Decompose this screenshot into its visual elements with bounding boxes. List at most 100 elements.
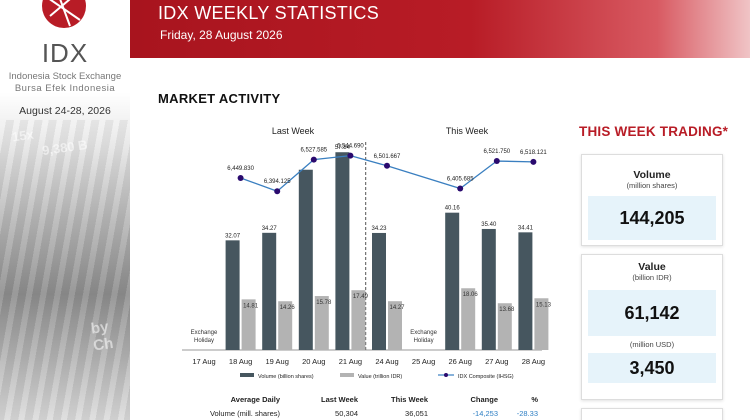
volume-bar (445, 212, 460, 350)
x-tick-label: 18 Aug (229, 357, 252, 366)
volume-card: Volume (million shares) 144,205 (581, 154, 723, 246)
volume-value: 144,205 (588, 196, 716, 240)
volume-data-label: 57.84 (335, 145, 351, 151)
card-label: Volume (633, 169, 671, 181)
holiday-label: Holiday (414, 338, 434, 344)
value-bar (534, 298, 549, 350)
value-data-label: 18.06 (463, 292, 479, 298)
value-bar (388, 301, 402, 350)
holiday-label: Exchange (191, 330, 218, 336)
value-data-label: 14.27 (389, 305, 405, 311)
ihsg-point (237, 175, 244, 182)
table-cell: -14,253 (472, 408, 498, 418)
ihsg-data-label: 6,394.125 (264, 179, 291, 185)
volume-data-label: 32.07 (225, 233, 241, 239)
card-unit: (million shares) (626, 181, 678, 190)
legend-swatch-volume (240, 373, 254, 377)
x-tick-label: 21 Aug (339, 357, 362, 366)
legend-label: Volume (billion shares) (258, 374, 314, 380)
ihsg-data-label: 6,518.121 (520, 150, 547, 156)
table-row: Volume (mill. shares) 50,304 36,051 -14,… (178, 406, 558, 420)
this-week-trading-title: THIS WEEK TRADING* (579, 124, 729, 139)
value-card: Value (billion IDR) 61,142 (million USD)… (581, 254, 723, 400)
table-header: Average Daily (230, 394, 280, 404)
volume-data-label: 40.16 (445, 206, 461, 212)
value-idr: 61,142 (588, 290, 716, 336)
ihsg-point (310, 156, 317, 163)
ihsg-data-label: 6,405.685 (447, 176, 474, 182)
background-ticker: by Ch (89, 318, 115, 355)
table-cell: 50,304 (335, 408, 358, 418)
header-banner: IDX WEEKLY STATISTICS Friday, 28 August … (130, 0, 750, 58)
x-tick-label: 26 Aug (449, 357, 472, 366)
value-data-label: 14.26 (280, 305, 296, 311)
volume-bar (372, 232, 386, 350)
volume-data-label: 34.23 (371, 226, 387, 232)
volume-bar (225, 240, 240, 350)
card-unit: (billion IDR) (632, 273, 672, 282)
table-cell: Volume (mill. shares) (209, 408, 280, 418)
value-bar (351, 290, 366, 350)
table-header: Change (470, 394, 498, 404)
holiday-label: Exchange (410, 330, 437, 336)
ihsg-line (386, 160, 534, 190)
value-bar (314, 296, 329, 350)
ihsg-point (384, 162, 390, 169)
x-tick-label: 17 Aug (192, 357, 215, 366)
legend-swatch-value (340, 373, 354, 377)
x-tick-label: 24 Aug (375, 357, 398, 366)
table-cell: 36,051 (405, 408, 428, 418)
value-data-label: 15.78 (316, 300, 332, 306)
ihsg-point (274, 188, 281, 195)
ihsg-point (457, 185, 464, 192)
value-data-label: 15.13 (536, 302, 552, 308)
value-data-label: 13.68 (499, 307, 515, 313)
report-date-range: August 24-28, 2026 (19, 105, 111, 117)
value-usd: 3,450 (588, 353, 716, 383)
x-tick-label: 19 Aug (266, 357, 289, 366)
logo-subtitle-local: Bursa Efek Indonesia (14, 83, 116, 94)
legend-label: IDX Composite (IHSG) (458, 374, 514, 380)
table-header: % (531, 394, 538, 404)
table-header: This Week (391, 394, 428, 404)
holiday-label: Holiday (194, 338, 214, 344)
volume-data-label: 35.40 (481, 222, 497, 228)
logo-wordmark: IDX (41, 38, 89, 68)
x-tick-label: 25 Aug (412, 357, 435, 366)
volume-bar (262, 232, 277, 350)
value-bar (461, 288, 476, 350)
chart-canvas: Last Week This Week 17 Aug Exchange Holida… (182, 126, 552, 380)
x-tick-label: 28 Aug (522, 357, 545, 366)
volume-bar (518, 232, 533, 350)
legend-marker-ihsg (444, 373, 448, 377)
ihsg-point (347, 152, 354, 159)
this-week-label: This Week (446, 126, 489, 136)
average-daily-table: Average Daily Last Week This Week Change… (178, 392, 558, 420)
market-activity-chart: Last Week This Week 17 Aug Exchange Holida… (170, 118, 570, 390)
ihsg-data-label: 6,527.585 (300, 148, 327, 154)
card-label: Value (638, 261, 666, 273)
volume-bar (298, 169, 313, 350)
ihsg-point (493, 158, 500, 165)
volume-data-label: 34.27 (262, 226, 278, 232)
value-data-label: 14.81 (243, 303, 259, 309)
ihsg-data-label: 6,521.750 (483, 149, 510, 155)
volume-data-label: 34.41 (518, 225, 534, 231)
table-header: Last Week (321, 394, 358, 404)
page-title: IDX WEEKLY STATISTICS (158, 3, 380, 23)
idx-logo-icon (42, 0, 86, 28)
value-bar (278, 301, 293, 350)
background-ticker: 15x (11, 126, 35, 145)
last-week-label: Last Week (272, 126, 315, 136)
ihsg-data-label: 6,449.830 (227, 166, 254, 172)
table-cell: -28.33 (516, 408, 538, 418)
section-title-market-activity: MARKET ACTIVITY (158, 91, 281, 106)
logo-subtitle: Indonesia Stock Exchange (8, 71, 122, 82)
value-bar (241, 299, 256, 350)
background-photo (0, 120, 130, 420)
volume-bar (335, 152, 350, 350)
volume-bar (481, 228, 496, 350)
next-card (581, 408, 723, 420)
ihsg-data-label: 6,501.667 (374, 154, 401, 160)
x-tick-label: 27 Aug (485, 357, 508, 366)
